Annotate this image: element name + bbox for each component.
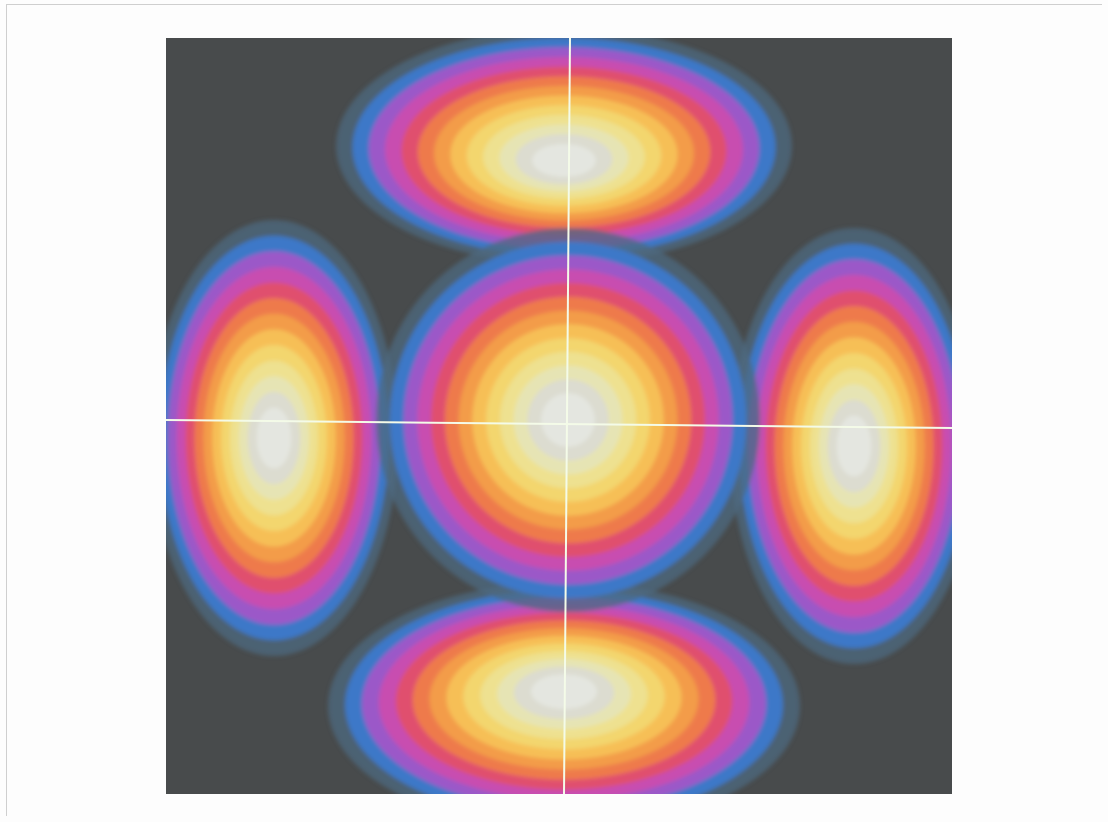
lobe-top bbox=[336, 38, 792, 264]
lobe-top-contour-12 bbox=[532, 143, 596, 177]
density-contour-plot bbox=[166, 38, 952, 794]
lobe-left-contour-12 bbox=[256, 407, 292, 469]
lobe-right-contour-12 bbox=[836, 415, 872, 477]
lobe-right bbox=[730, 228, 952, 664]
page-edge bbox=[6, 4, 1102, 816]
lobe-center bbox=[376, 228, 760, 612]
vertical-axis-line bbox=[563, 38, 571, 794]
contour-plot-canvas bbox=[166, 38, 952, 794]
horizontal-axis-line bbox=[166, 419, 952, 429]
lobe-center-contour-12 bbox=[541, 393, 595, 447]
contour-lobes bbox=[166, 38, 952, 794]
crosshair-axes bbox=[166, 38, 952, 794]
lobe-left bbox=[166, 220, 398, 656]
